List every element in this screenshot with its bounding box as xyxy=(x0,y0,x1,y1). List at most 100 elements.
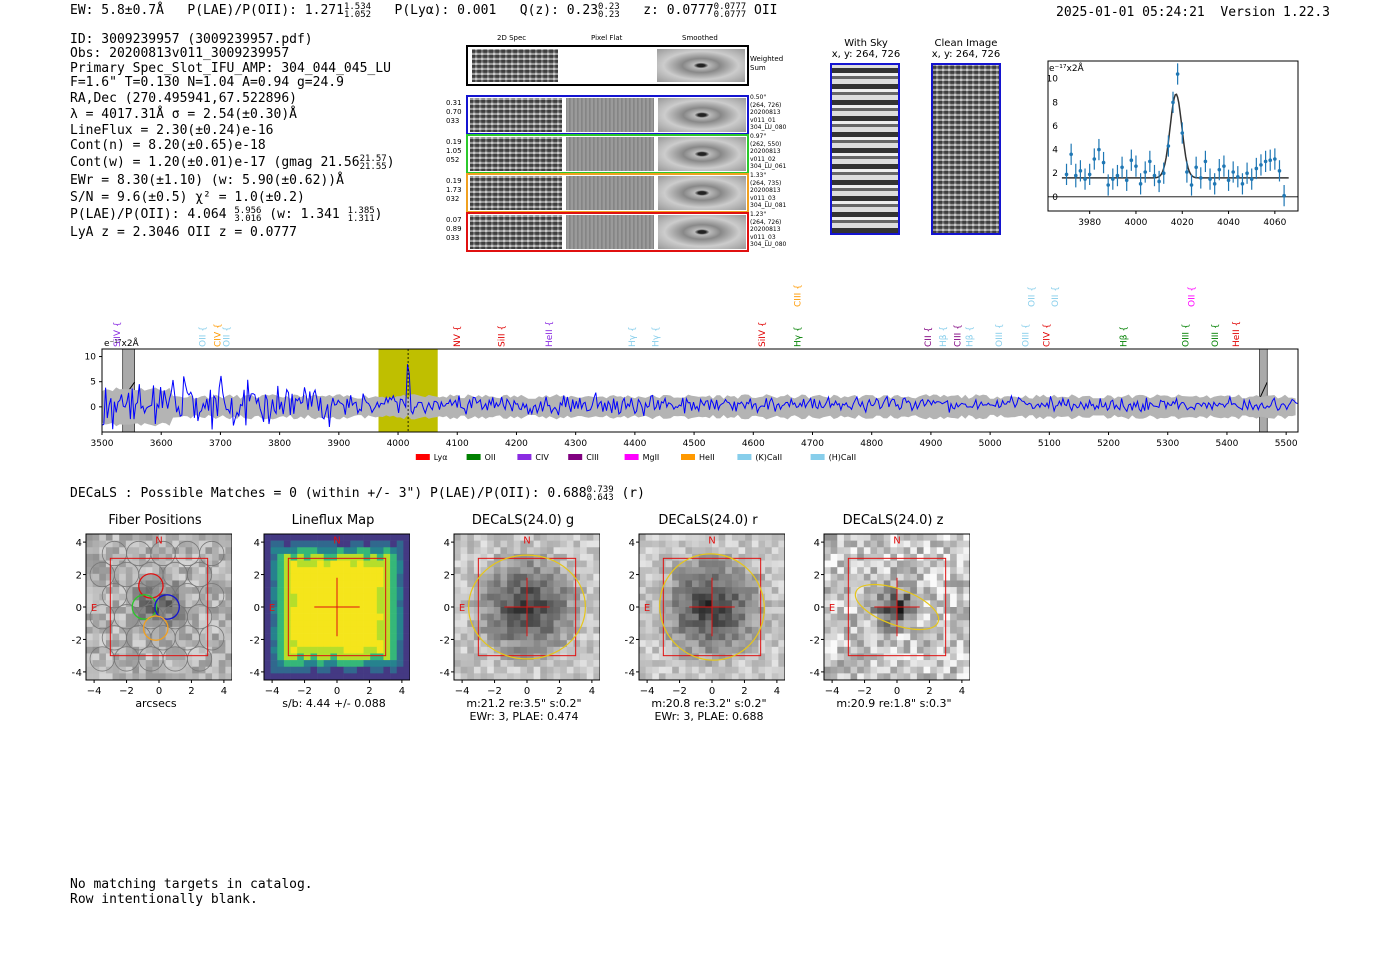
pixel xyxy=(290,547,298,555)
pixel xyxy=(403,653,410,661)
row-meta-3: 20200813 xyxy=(750,148,781,155)
pixel xyxy=(507,613,515,621)
pixel xyxy=(930,660,938,668)
pixel xyxy=(903,613,911,621)
y-tick-label: −4 xyxy=(440,668,450,679)
pixel xyxy=(152,653,160,661)
pixel xyxy=(303,646,311,654)
pixel xyxy=(639,553,646,561)
pixel xyxy=(718,620,726,628)
pixel xyxy=(692,633,700,641)
pixel xyxy=(383,607,391,614)
pixel xyxy=(870,567,878,575)
pixel xyxy=(830,593,838,601)
pixel xyxy=(297,540,305,548)
weighted-sum-strip xyxy=(466,45,749,86)
pixel xyxy=(566,613,574,621)
pixel xyxy=(712,660,719,668)
pixel xyxy=(658,567,666,575)
pixel xyxy=(897,560,904,568)
pixel xyxy=(105,540,113,548)
pixel xyxy=(573,640,581,648)
pixel xyxy=(119,633,127,641)
pixel xyxy=(323,653,331,661)
pixel xyxy=(658,607,666,614)
pixel xyxy=(560,587,568,595)
pixel xyxy=(692,580,700,588)
fiber-outline xyxy=(199,583,225,609)
pixel xyxy=(205,613,213,621)
pixel xyxy=(573,620,581,628)
pixel xyxy=(520,653,528,661)
pixel xyxy=(731,587,739,595)
pixel xyxy=(778,613,785,621)
pixel xyxy=(330,560,338,568)
pixel xyxy=(507,534,515,541)
pixel xyxy=(454,547,461,555)
pixel xyxy=(493,626,501,634)
pixel xyxy=(731,633,739,641)
pixel xyxy=(303,666,311,674)
pixel xyxy=(290,573,298,581)
pixel xyxy=(639,573,646,581)
pixel xyxy=(685,673,693,681)
pixel xyxy=(890,633,898,641)
row-pixel-flat xyxy=(566,215,654,249)
pixel xyxy=(765,600,773,608)
pixel xyxy=(132,673,140,681)
pixel xyxy=(553,666,561,674)
pixel xyxy=(857,534,865,541)
pixel xyxy=(165,534,173,541)
pixel xyxy=(765,653,773,661)
pixel xyxy=(198,567,206,575)
pixel xyxy=(665,646,673,654)
pixel xyxy=(678,573,686,581)
pixel xyxy=(758,573,766,581)
pixel xyxy=(487,646,495,654)
pixel xyxy=(593,573,600,581)
pixel xyxy=(198,573,206,581)
pixel xyxy=(212,633,220,641)
pixel xyxy=(513,560,521,568)
x-tick-label: 5300 xyxy=(1156,439,1179,449)
pixel xyxy=(705,607,713,614)
pixel xyxy=(877,573,885,581)
pixel xyxy=(212,673,220,681)
pixel xyxy=(460,633,468,641)
pixel xyxy=(950,673,958,681)
pixel xyxy=(330,573,338,581)
pixel xyxy=(698,607,706,614)
pixel xyxy=(363,573,371,581)
pixel xyxy=(86,660,93,668)
pixel xyxy=(185,666,193,674)
pixel xyxy=(678,540,686,548)
pixel xyxy=(212,640,220,648)
pixel xyxy=(771,633,779,641)
pixel xyxy=(500,567,508,575)
pixel xyxy=(586,613,594,621)
line-id-label: CII { xyxy=(924,327,934,347)
pixel xyxy=(553,600,561,608)
pixel xyxy=(943,573,951,581)
pixel xyxy=(152,613,160,621)
pixel xyxy=(454,646,461,654)
pixel xyxy=(837,547,845,555)
pixel xyxy=(172,607,180,614)
pixel xyxy=(850,600,858,608)
pixel xyxy=(527,560,534,568)
pixel xyxy=(738,573,746,581)
y-tick-label: 2 xyxy=(76,571,82,582)
pixel xyxy=(159,666,166,674)
pixel xyxy=(850,653,858,661)
pixel xyxy=(330,540,338,548)
with-sky-image xyxy=(830,63,900,235)
pixel xyxy=(337,613,344,621)
pixel xyxy=(363,640,371,648)
pixel xyxy=(890,626,898,634)
pixel xyxy=(916,607,924,614)
pixel xyxy=(454,653,461,661)
pixel xyxy=(712,547,719,555)
pixel xyxy=(356,640,364,648)
pixel xyxy=(270,567,278,575)
